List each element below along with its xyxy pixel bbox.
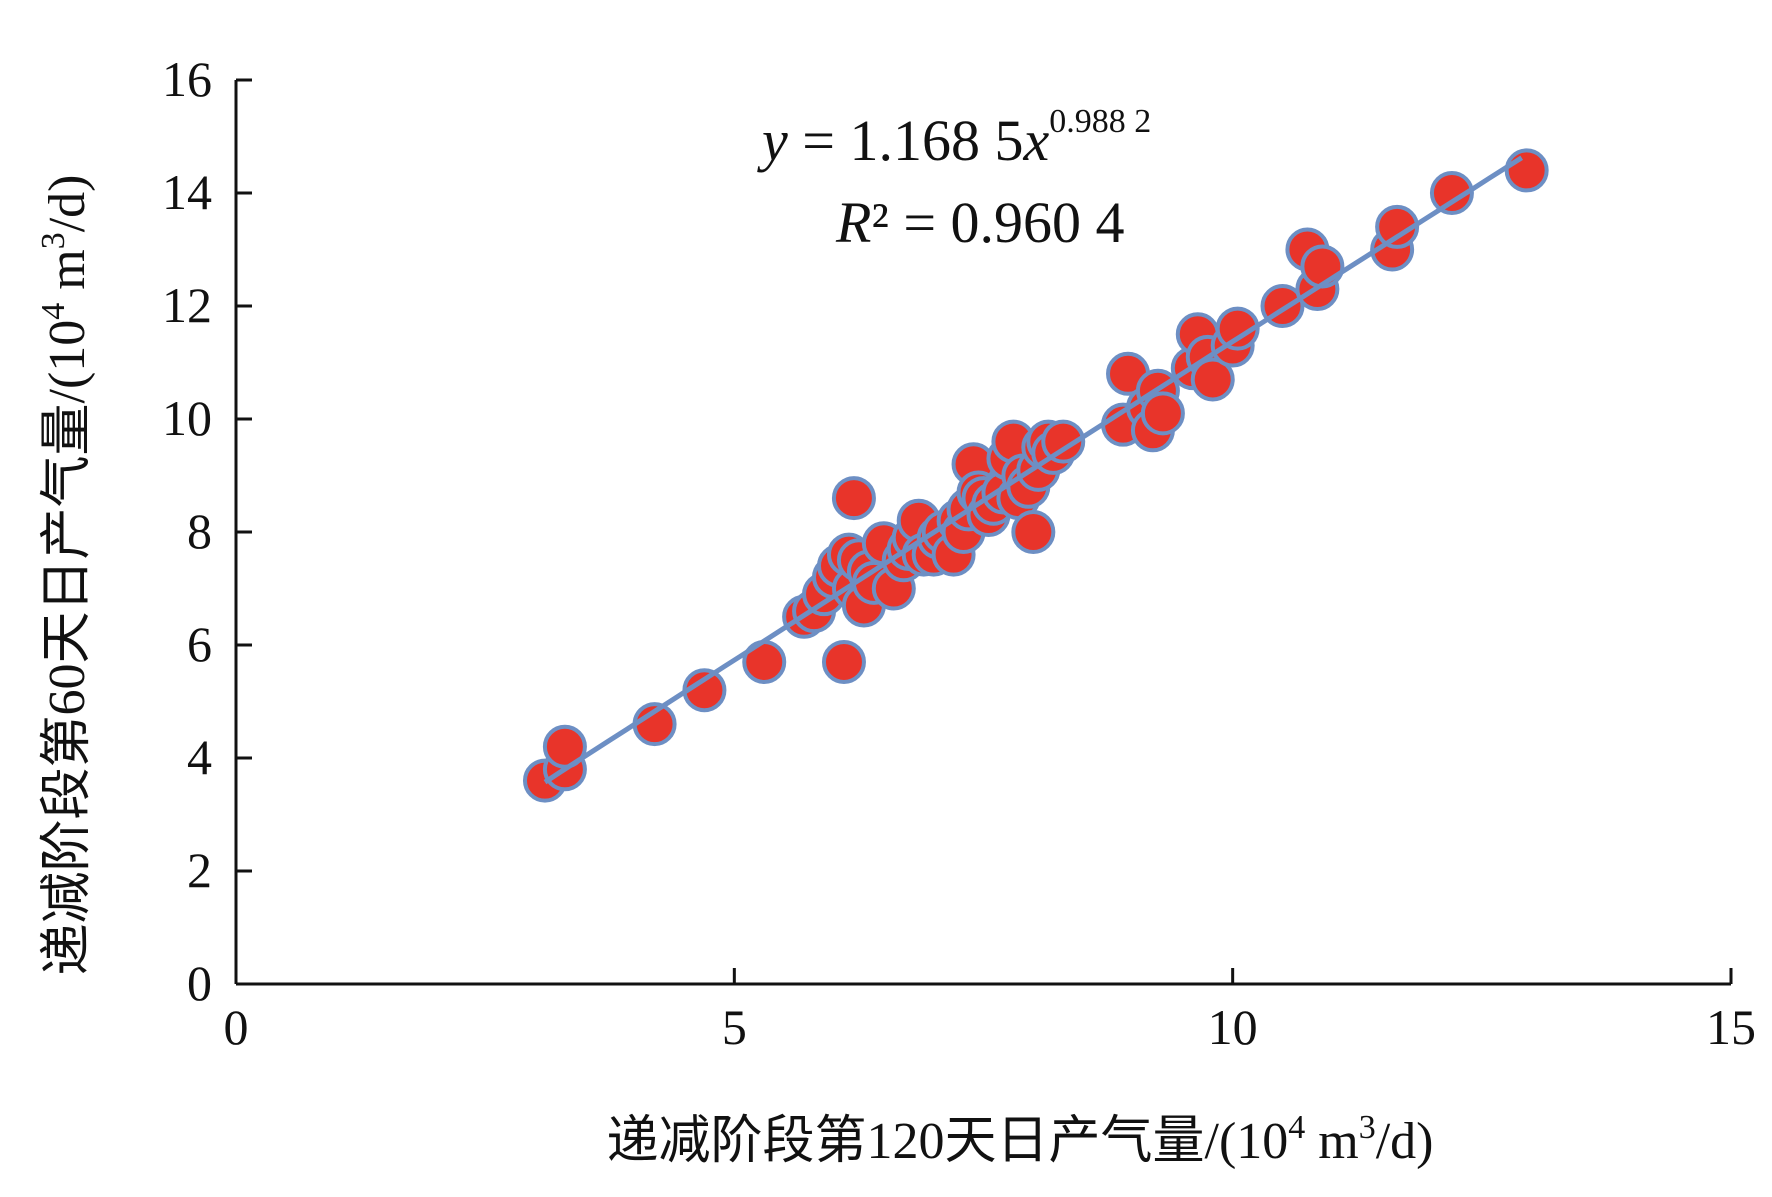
data-point	[831, 476, 876, 521]
eq-lhs: y	[757, 108, 788, 173]
y-tick-label: 14	[162, 164, 212, 220]
eq-exponent: 0.988 2	[1049, 103, 1151, 140]
y-tick-label: 0	[187, 955, 212, 1011]
data-points	[522, 148, 1549, 803]
data-point	[1140, 391, 1185, 436]
y-tick-label: 6	[187, 616, 212, 672]
data-point	[821, 639, 866, 684]
eq-coef: = 1.168 5	[788, 108, 1024, 173]
data-point	[1011, 510, 1056, 554]
x-tick-label: 5	[722, 999, 747, 1055]
x-axis-title: 递减阶段第120天日产气量/(104 m3/d)	[607, 1109, 1434, 1170]
data-point	[1429, 171, 1474, 215]
data-point	[1190, 357, 1235, 402]
r2-value: ² = 0.960 4	[871, 190, 1124, 255]
y-tick-label: 2	[187, 842, 212, 898]
trend-equation: y = 1.168 5x0.988 2	[757, 103, 1151, 173]
data-point	[1041, 419, 1086, 464]
y-axis-ticks: 0 2 4 6 8 10 12 14 16	[162, 51, 252, 1011]
eq-var: x	[1022, 108, 1049, 173]
r2-lhs: R	[835, 190, 871, 255]
y-tick-label: 10	[162, 390, 212, 446]
trendline	[543, 155, 1524, 785]
y-tick-label: 4	[187, 729, 212, 785]
x-tick-label: 15	[1706, 999, 1756, 1055]
data-point	[1504, 148, 1549, 193]
y-tick-label: 8	[187, 503, 212, 559]
data-point	[1215, 306, 1260, 351]
data-point	[1300, 244, 1345, 289]
y-tick-label: 12	[162, 277, 212, 333]
x-axis-ticks: 0 5 10 15	[224, 968, 1756, 1055]
y-axis-title: 递减阶段第60天日产气量/(104 m3/d)	[35, 175, 96, 976]
r-squared: R² = 0.960 4	[835, 190, 1125, 255]
y-tick-label: 16	[162, 51, 212, 107]
x-tick-label: 0	[224, 999, 249, 1055]
x-tick-label: 10	[1208, 999, 1258, 1055]
